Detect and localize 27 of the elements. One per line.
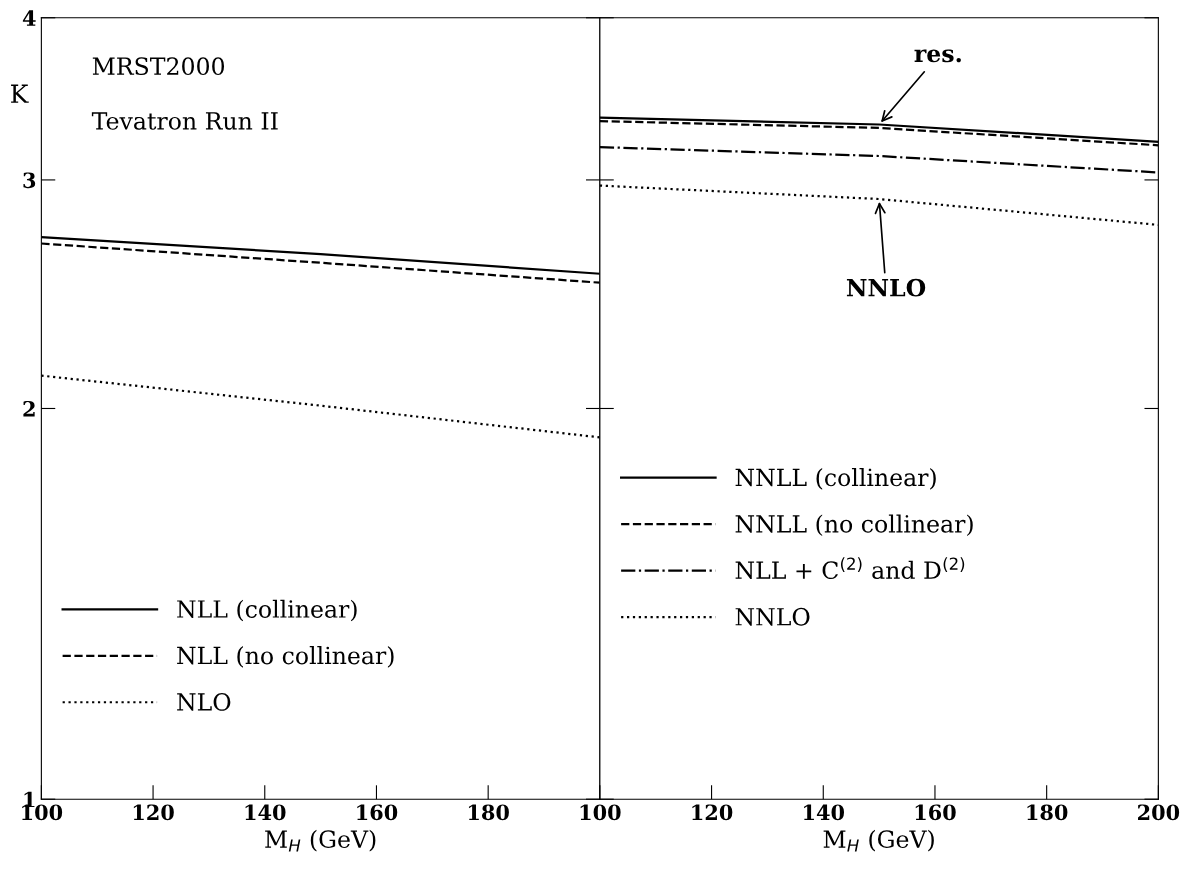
x-tick-label: 100	[580, 804, 621, 821]
x-axis-title: M$_{H}$ (GeV)	[265, 829, 376, 852]
y-tick-label: 4	[22, 10, 36, 26]
annotation: MRST2000	[92, 57, 225, 76]
annotation: Tevatron Run II	[91, 112, 278, 130]
x-tick-label: 140	[245, 804, 286, 821]
x-tick-label: 200	[1138, 804, 1180, 821]
x-tick-label: 120	[692, 804, 733, 821]
legend-label: NLL (no collinear)	[177, 646, 394, 668]
x-tick-label: 180	[1027, 804, 1068, 821]
legend-label: NLL (collinear)	[177, 599, 357, 622]
legend-label: NLL + C$^{(2)}$ and D$^{(2)}$	[735, 557, 965, 580]
annotation: res.	[914, 49, 961, 63]
legend-label: NNLO	[735, 607, 810, 626]
annotation: NNLO	[846, 278, 926, 297]
x-axis-title: M$_{H}$ (GeV)	[823, 829, 934, 852]
legend-label: NLO	[177, 693, 231, 711]
x-tick-label: 140	[804, 804, 845, 821]
y-tick-label: 3	[23, 172, 36, 189]
x-tick-label: 160	[357, 804, 398, 821]
x-tick-label: 160	[915, 804, 956, 821]
legend-label: NNLL (collinear)	[735, 468, 936, 490]
legend-label: NNLL (no collinear)	[735, 514, 973, 537]
x-tick-label: 180	[468, 804, 509, 821]
y-tick-label: 2	[23, 400, 35, 417]
x-tick-label: 120	[133, 804, 174, 821]
y-axis-title: K	[11, 84, 29, 103]
